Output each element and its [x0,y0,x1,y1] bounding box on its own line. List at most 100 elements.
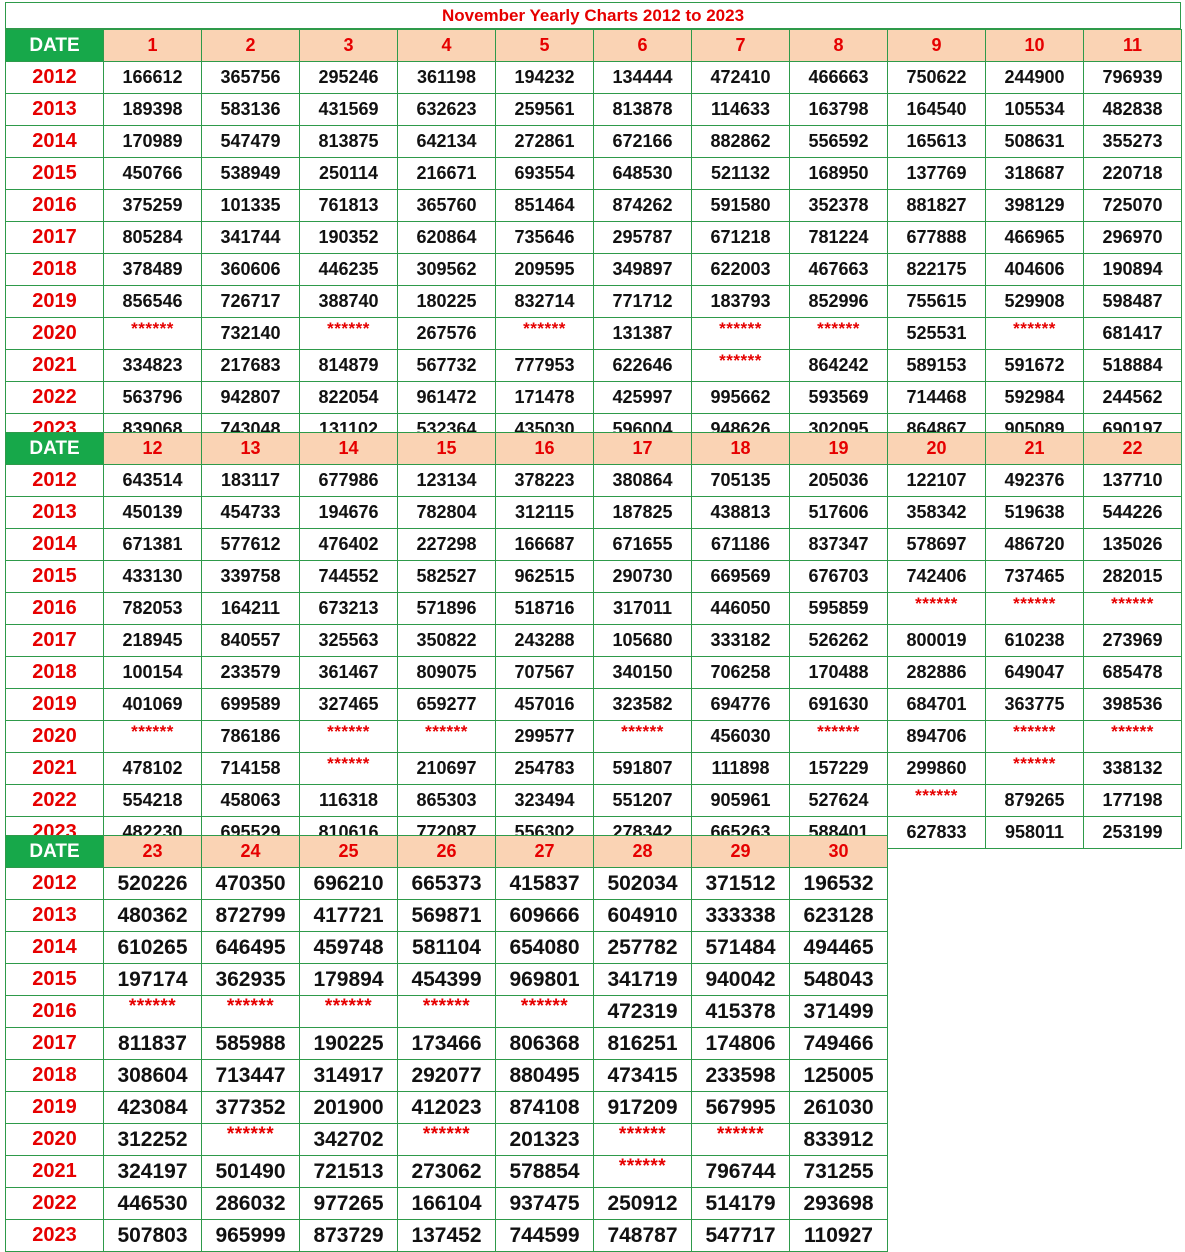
value-cell: 293698 [789,1187,888,1220]
value-cell: 691630 [789,688,888,721]
value-cell: 205036 [789,464,888,497]
table-row: 2014 671381 577612 476402 227298 166687 671655… [5,528,1182,561]
value-cell: 250912 [593,1187,692,1220]
value-cell: 777953 [495,349,594,382]
value-cell: 646495 [201,931,300,964]
value-cell: 314917 [299,1059,398,1092]
value-cell: 111898 [691,752,790,785]
table-row: 2023 507803 965999 873729 137452 744599 748787… [5,1219,888,1252]
value-cell: ****** [691,1123,790,1156]
value-cell: 333182 [691,624,790,657]
value-cell: 833912 [789,1123,888,1156]
value-cell: 750622 [887,61,986,94]
value-cell: 749466 [789,1027,888,1060]
year-cell: 2014 [5,125,104,158]
value-cell: 438813 [691,496,790,529]
value-cell: 905961 [691,784,790,817]
value-cell: ****** [201,995,300,1028]
value-cell: 731255 [789,1155,888,1188]
value-cell: 478102 [103,752,202,785]
value-cell: 467663 [789,253,888,286]
value-cell: 317011 [593,592,692,625]
date-column-header: 20 [887,432,986,465]
value-cell: 519638 [985,496,1084,529]
value-cell: 333338 [691,899,790,932]
value-cell: 814879 [299,349,398,382]
value-cell: 358342 [887,496,986,529]
value-cell: 327465 [299,688,398,721]
value-cell: 179894 [299,963,398,996]
date-column-header: 24 [201,835,300,868]
value-cell: 137452 [397,1219,496,1252]
value-cell: 466663 [789,61,888,94]
value-cell: 183117 [201,464,300,497]
value-cell: 879265 [985,784,1084,817]
value-cell: 164211 [201,592,300,625]
table-row: 2020 ****** 732140 ****** 267576 ****** 131387… [5,317,1182,350]
value-cell: 714158 [201,752,300,785]
value-cell: 547479 [201,125,300,158]
year-cell: 2022 [5,381,104,414]
value-cell: 341744 [201,221,300,254]
value-cell: 227298 [397,528,496,561]
value-cell: 295787 [593,221,692,254]
value-cell: 292077 [397,1059,496,1092]
value-cell: 273969 [1083,624,1182,657]
value-cell: 707567 [495,656,594,689]
value-cell: 318687 [985,157,1084,190]
date-column-header: 2 [201,29,300,62]
value-cell: 282015 [1083,560,1182,593]
value-cell: 312115 [495,496,594,529]
value-cell: 398129 [985,189,1084,222]
date-column-header: 19 [789,432,888,465]
value-cell: 832714 [495,285,594,318]
value-cell: 598487 [1083,285,1182,318]
value-cell: 273062 [397,1155,496,1188]
year-cell: 2013 [5,496,104,529]
value-cell: 166687 [495,528,594,561]
value-cell: 456030 [691,720,790,753]
value-cell: 582527 [397,560,496,593]
value-cell: 250114 [299,157,398,190]
value-cell: 517606 [789,496,888,529]
year-cell: 2018 [5,656,104,689]
value-cell: 412023 [397,1091,496,1124]
value-cell: 361467 [299,656,398,689]
value-cell: 585988 [201,1027,300,1060]
value-cell: 312252 [103,1123,202,1156]
value-cell: 110927 [789,1219,888,1252]
value-cell: ****** [495,995,594,1028]
table-row: 2013 450139 454733 194676 782804 312115 187825… [5,496,1182,529]
value-cell: 840557 [201,624,300,657]
year-cell: 2012 [5,464,104,497]
value-cell: 299577 [495,720,594,753]
date-column-header: 15 [397,432,496,465]
value-cell: 253199 [1083,816,1182,849]
year-cell: 2021 [5,349,104,382]
table-row: 2017 805284 341744 190352 620864 735646 295787… [5,221,1182,254]
year-cell: 2013 [5,899,104,932]
value-cell: 480362 [103,899,202,932]
value-cell: 962515 [495,560,594,593]
year-cell: 2012 [5,867,104,900]
value-cell: 961472 [397,381,496,414]
value-cell: 882862 [691,125,790,158]
value-cell: 806368 [495,1027,594,1060]
value-cell: ****** [299,720,398,753]
value-cell: 375259 [103,189,202,222]
value-cell: 571896 [397,592,496,625]
value-cell: 816251 [593,1027,692,1060]
value-cell: 547717 [691,1219,790,1252]
value-cell: ****** [985,317,1084,350]
value-cell: 592984 [985,381,1084,414]
table-row: 2022 563796 942807 822054 961472 171478 425997… [5,381,1182,414]
value-cell: 166104 [397,1187,496,1220]
year-cell: 2015 [5,157,104,190]
value-cell: 243288 [495,624,594,657]
value-cell: 965999 [201,1219,300,1252]
year-cell: 2017 [5,624,104,657]
value-cell: 342702 [299,1123,398,1156]
value-cell: 684701 [887,688,986,721]
chart-section-1: DATE 1 2 3 4 5 6 7 8 9 10 11 2012 166612 365756 295246 3… [5,29,1182,446]
value-cell: 706258 [691,656,790,689]
